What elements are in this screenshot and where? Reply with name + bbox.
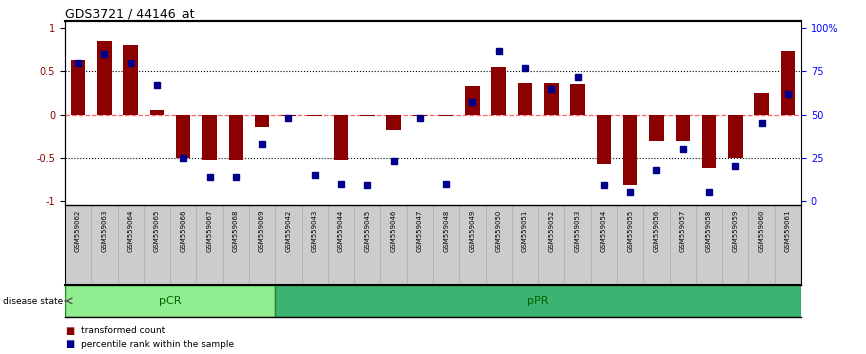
Bar [650, 115, 663, 141]
Bar [150, 110, 165, 115]
Text: percentile rank within the sample: percentile rank within the sample [81, 339, 234, 349]
Bar [203, 115, 216, 160]
Text: GDS3721 / 44146_at: GDS3721 / 44146_at [65, 7, 195, 20]
Text: GSM559053: GSM559053 [575, 209, 580, 252]
Text: GSM559069: GSM559069 [259, 209, 265, 252]
Text: ■: ■ [65, 326, 74, 336]
Bar [255, 115, 269, 127]
Bar [176, 115, 191, 158]
Text: GSM559057: GSM559057 [680, 209, 686, 252]
Bar [754, 93, 769, 115]
Text: GSM559065: GSM559065 [154, 209, 160, 252]
Bar [412, 115, 427, 116]
Text: GSM559051: GSM559051 [522, 209, 528, 252]
Text: GSM559045: GSM559045 [365, 209, 371, 252]
Text: pCR: pCR [158, 296, 181, 306]
Bar [386, 115, 401, 130]
Bar [71, 60, 86, 115]
Text: pPR: pPR [527, 296, 549, 306]
Text: GSM559061: GSM559061 [785, 209, 791, 252]
Bar [571, 84, 585, 115]
Text: disease state: disease state [3, 297, 63, 306]
Text: GSM559046: GSM559046 [391, 209, 397, 252]
Bar [281, 115, 295, 116]
Text: GSM559060: GSM559060 [759, 209, 765, 252]
Text: GSM559050: GSM559050 [495, 209, 501, 252]
Text: GSM559067: GSM559067 [207, 209, 212, 252]
Bar [333, 115, 348, 160]
Text: GSM559052: GSM559052 [548, 209, 554, 252]
Bar [65, 285, 275, 317]
Text: GSM559062: GSM559062 [75, 209, 81, 252]
Bar [275, 285, 801, 317]
Bar [307, 115, 322, 116]
Bar [597, 115, 611, 164]
Bar [675, 115, 690, 141]
Text: GSM559047: GSM559047 [417, 209, 423, 252]
Text: GSM559044: GSM559044 [338, 209, 344, 252]
Text: GSM559056: GSM559056 [654, 209, 659, 252]
Text: GSM559042: GSM559042 [286, 209, 291, 252]
Bar [360, 115, 374, 116]
Text: GSM559054: GSM559054 [601, 209, 607, 252]
Text: GSM559048: GSM559048 [443, 209, 449, 252]
Text: GSM559066: GSM559066 [180, 209, 186, 252]
Text: GSM559064: GSM559064 [127, 209, 133, 252]
Bar [728, 115, 742, 158]
Text: GSM559063: GSM559063 [101, 209, 107, 252]
Bar [439, 115, 454, 116]
Text: GSM559043: GSM559043 [312, 209, 318, 252]
Text: GSM559059: GSM559059 [733, 209, 739, 252]
Bar [544, 82, 559, 115]
Bar [623, 115, 637, 185]
Text: GSM559049: GSM559049 [469, 209, 475, 252]
Bar [780, 51, 795, 115]
Bar [492, 67, 506, 115]
Text: GSM559055: GSM559055 [627, 209, 633, 252]
Bar [701, 115, 716, 168]
Text: ■: ■ [65, 339, 74, 349]
Bar [229, 115, 243, 160]
Text: transformed count: transformed count [81, 326, 165, 336]
Text: GSM559068: GSM559068 [233, 209, 239, 252]
Bar [465, 86, 480, 115]
Bar [124, 45, 138, 115]
Bar [518, 82, 533, 115]
Bar [97, 41, 112, 115]
Text: GSM559058: GSM559058 [706, 209, 712, 252]
